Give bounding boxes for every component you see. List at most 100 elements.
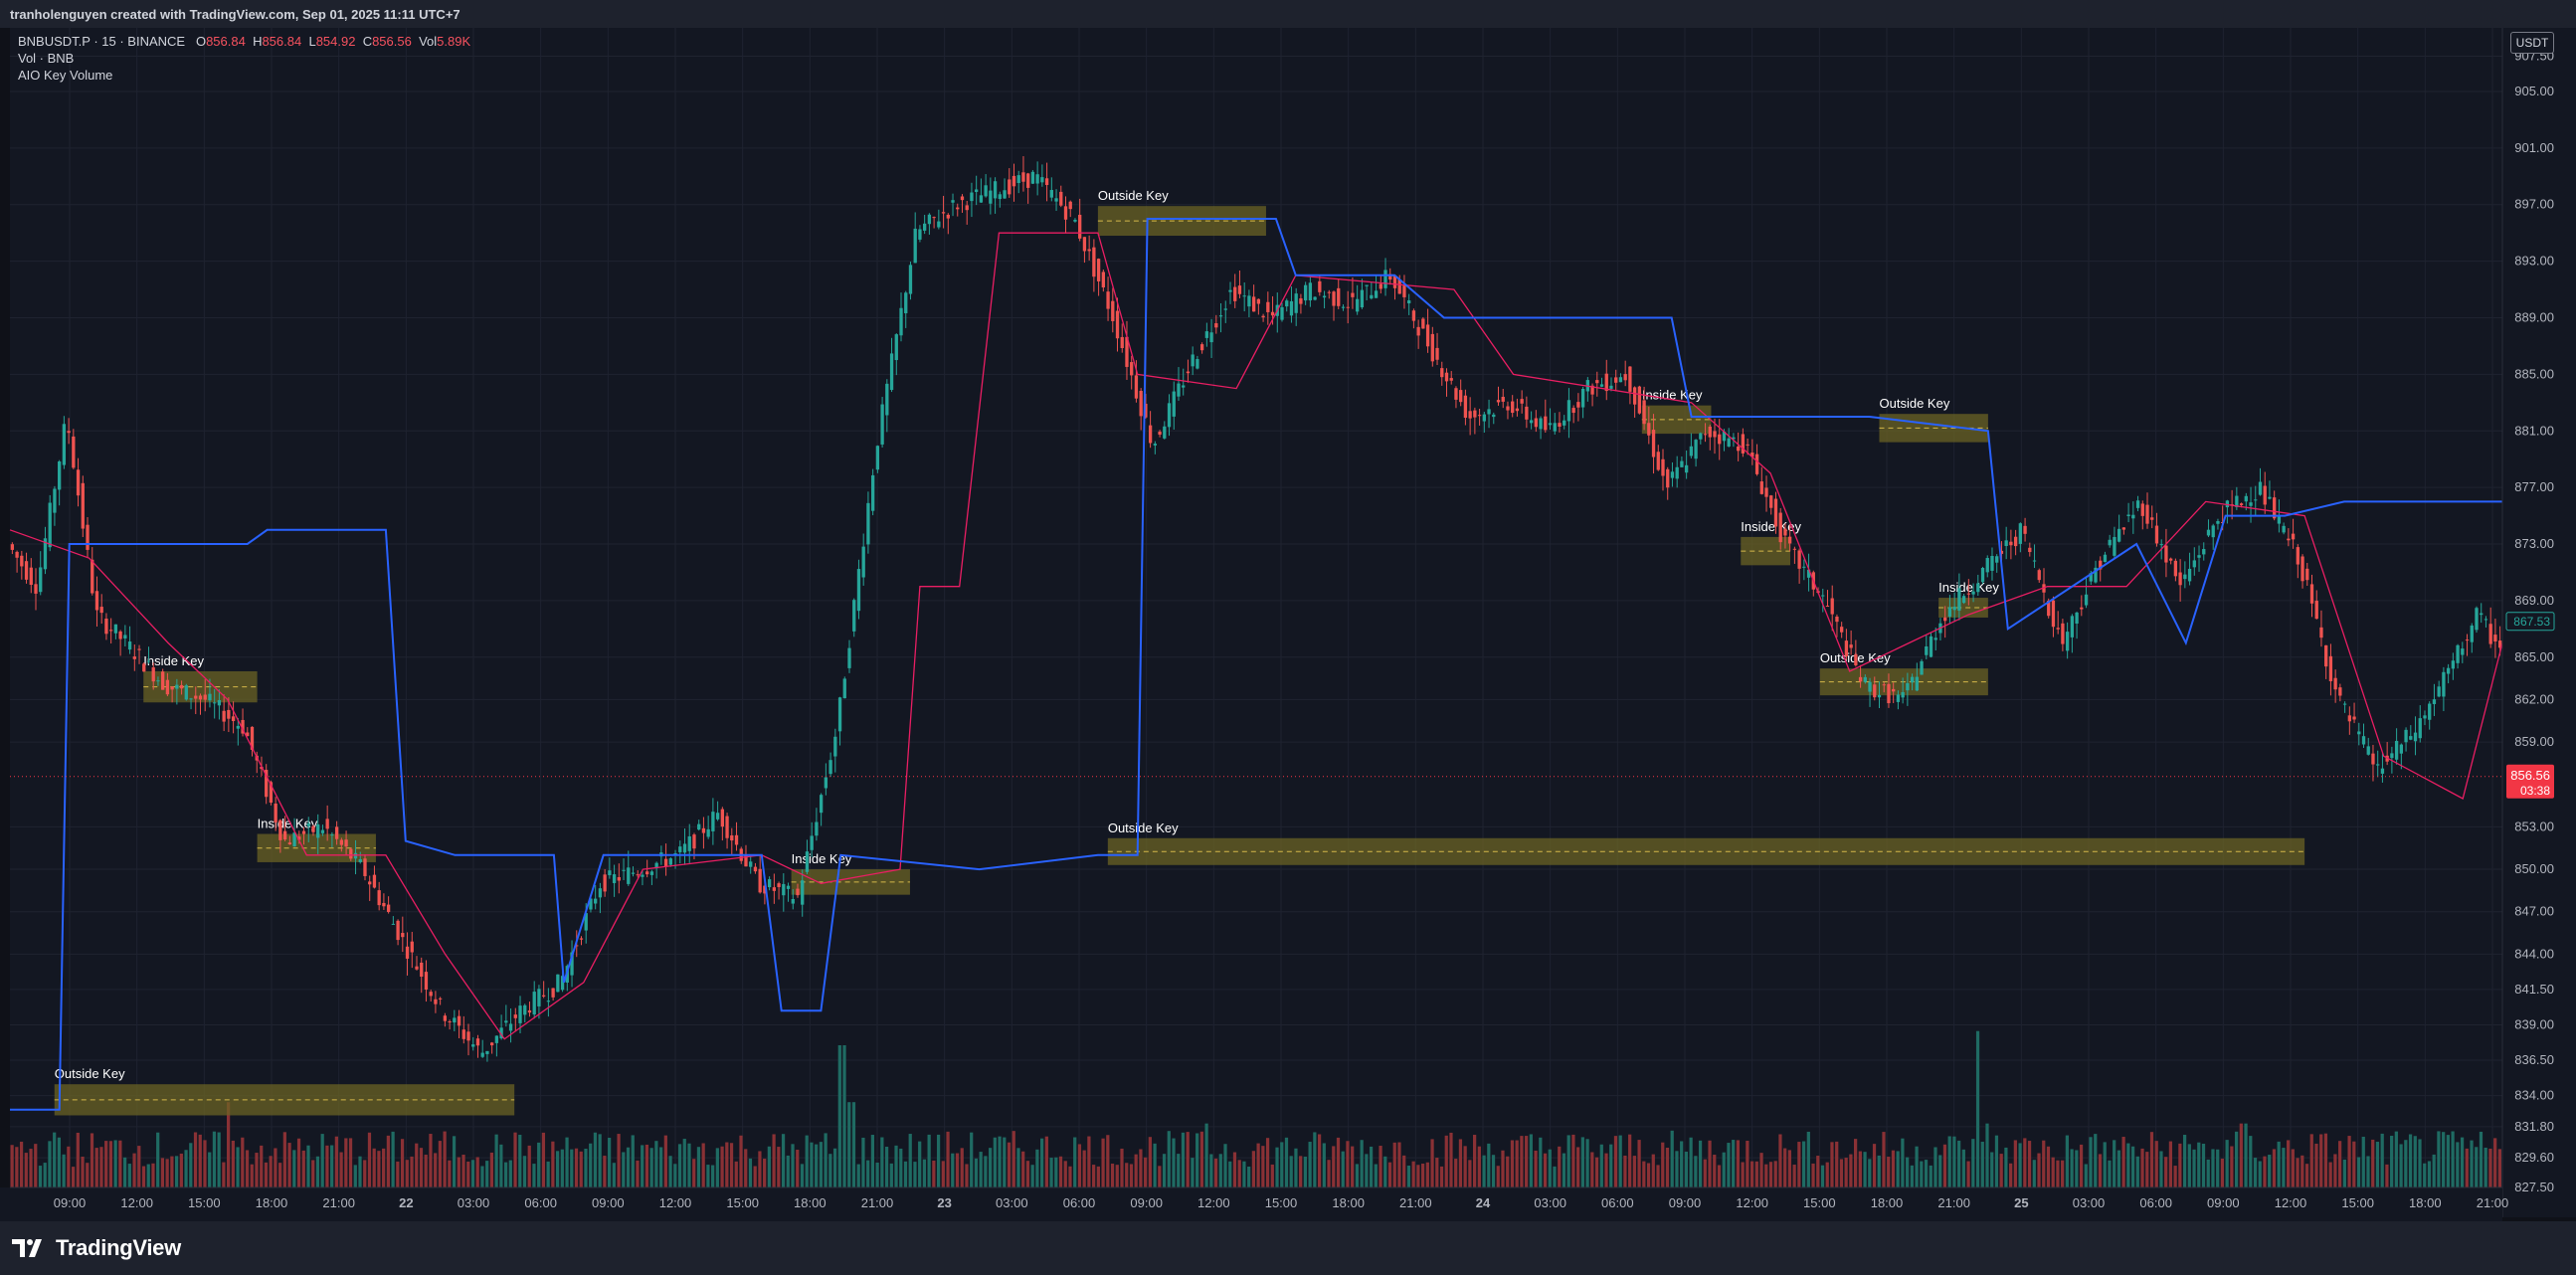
volume-bar [832, 1148, 837, 1187]
volume-bar [1392, 1142, 1396, 1187]
volume-bar [353, 1165, 357, 1187]
volume-bar [212, 1131, 217, 1187]
indicator-aio-key-volume[interactable]: AIO Key Volume [18, 68, 113, 83]
volume-bar [2201, 1143, 2206, 1187]
volume-bar [2192, 1149, 2196, 1187]
volume-bar [489, 1152, 494, 1187]
tradingview-logo[interactable]: TradingView [12, 1235, 181, 1261]
candle-body [20, 555, 24, 567]
candle-body [1863, 676, 1867, 682]
candle-body [1374, 290, 1379, 298]
volume-bar [2488, 1148, 2492, 1187]
volume-bar [1397, 1142, 1401, 1187]
volume-bar [819, 1142, 823, 1187]
candle-body [603, 874, 607, 892]
candle-body [842, 678, 846, 699]
volume-bar [913, 1162, 917, 1187]
candle-body [786, 885, 791, 889]
volume-bar [2187, 1144, 2191, 1187]
volume-bar [104, 1141, 108, 1187]
time-tick-label: 03:00 [458, 1195, 490, 1210]
candle-body [1558, 423, 1562, 427]
volume-bar [76, 1132, 80, 1187]
volume-bar [1444, 1135, 1448, 1187]
chart-svg[interactable]: Outside Key Inside Key Inside Key Inside Ke… [0, 0, 2576, 1221]
candle-body [2168, 558, 2173, 561]
volume-bar [1496, 1166, 1500, 1187]
candle-body [1703, 434, 1708, 436]
current-price-badge [2506, 764, 2554, 799]
candle-body [2296, 547, 2300, 565]
volume-bar [951, 1153, 955, 1187]
volume-bar [470, 1160, 475, 1187]
candle-body [132, 656, 136, 659]
volume-bar [1144, 1157, 1148, 1187]
volume-bar [824, 1133, 828, 1187]
volume-bar [2032, 1160, 2036, 1187]
key-zone-label: Outside Key [55, 1066, 125, 1081]
candle-body [1360, 289, 1365, 308]
candle-body [1016, 175, 1020, 184]
volume-bar [734, 1161, 738, 1187]
volume-bar [1961, 1149, 1965, 1187]
volume-bar [1449, 1132, 1453, 1187]
close-value: 856.56 [372, 34, 412, 49]
candle-body [2282, 525, 2286, 533]
candle-body [2009, 541, 2013, 546]
candle-body [2108, 539, 2112, 546]
volume-bar [1299, 1156, 1303, 1187]
candle-body [2023, 525, 2027, 534]
candle-body [1976, 583, 1980, 593]
candle-body [1411, 310, 1416, 321]
volume-bar [1746, 1140, 1749, 1187]
candle-body [2116, 528, 2121, 542]
candle-body [1708, 426, 1712, 438]
candle-body [480, 1052, 484, 1057]
volume-bar [2182, 1135, 2187, 1187]
candle-body [856, 569, 861, 612]
volume-bar [146, 1164, 150, 1187]
candle-body [1506, 406, 1510, 411]
volume-bar [1322, 1143, 1326, 1187]
volume-bar [1548, 1149, 1552, 1187]
symbol-label[interactable]: BNBUSDT.P · 15 · BINANCE [18, 34, 186, 49]
time-tick-label: 25 [2014, 1195, 2028, 1210]
candle-body [734, 834, 739, 845]
key-zone-label: Outside Key [1108, 820, 1179, 835]
volume-bar [2291, 1149, 2295, 1187]
candle-body [250, 726, 255, 750]
volume-bar [2475, 1147, 2479, 1187]
volume-bar [1129, 1164, 1134, 1187]
volume-bar [922, 1159, 927, 1187]
candle-body [104, 618, 108, 635]
volume-bar [2211, 1149, 2215, 1187]
volume-bar [301, 1150, 305, 1187]
candle-body [1392, 275, 1397, 288]
candle-body [339, 839, 344, 845]
volume-bar [1242, 1161, 1246, 1187]
candle-body [15, 551, 19, 558]
candle-body [598, 888, 603, 898]
volume-bar [1920, 1161, 1924, 1187]
candle-body [951, 200, 955, 203]
volume-bar [1910, 1165, 1914, 1187]
volume-bar [998, 1136, 1002, 1187]
currency-button[interactable]: USDT [2510, 32, 2554, 54]
volume-bar [184, 1150, 188, 1187]
volume-bar [494, 1134, 498, 1187]
current-price-label: 856.56 [2510, 768, 2550, 783]
candle-body [260, 766, 264, 770]
volume-bar [1896, 1151, 1900, 1187]
candle-body [1337, 287, 1341, 306]
candle-body [960, 196, 965, 201]
volume-bar [1924, 1160, 1929, 1187]
price-tick-label: 881.00 [2514, 423, 2554, 438]
candle-body [2390, 753, 2394, 759]
indicator-volume[interactable]: Vol · BNB [18, 51, 75, 66]
volume-bar [847, 1102, 851, 1187]
candle-body [1520, 399, 1524, 404]
candle-body [2258, 481, 2263, 495]
candle-body [1256, 298, 1261, 304]
candle-body [2456, 644, 2460, 663]
candle-body [1218, 315, 1223, 317]
